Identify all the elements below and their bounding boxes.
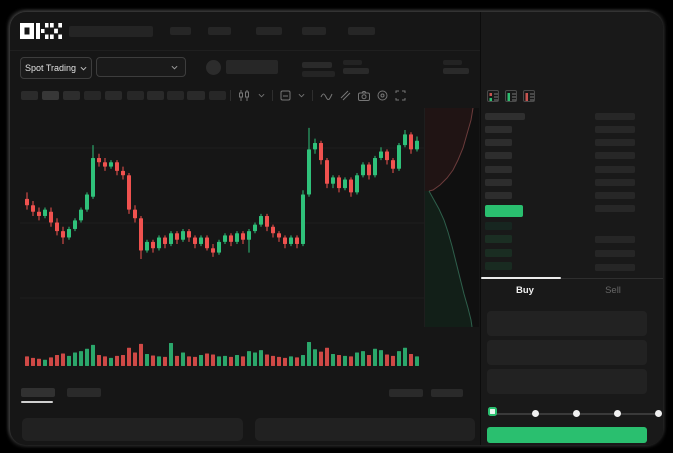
search-placeholder[interactable]: [69, 26, 153, 37]
slider-step-dot[interactable]: [573, 410, 580, 417]
slider-step-dot[interactable]: [655, 410, 662, 417]
stat2-label: [443, 60, 462, 65]
market-type-selector[interactable]: Spot Trading: [20, 57, 92, 79]
orderbook-trade-panel: Buy Sell: [480, 12, 663, 445]
nav-item-1[interactable]: [170, 27, 191, 35]
amount-input[interactable]: [487, 340, 647, 365]
nav-item-5[interactable]: [348, 27, 375, 35]
amount-row[interactable]: [595, 264, 635, 271]
amount-row[interactable]: [595, 250, 635, 257]
ask-price-row[interactable]: [485, 126, 512, 133]
market-type-label: Spot Trading: [24, 63, 77, 73]
chevron-down-icon: [80, 66, 87, 71]
last-price-placeholder: [302, 62, 332, 68]
divider: [272, 90, 273, 101]
sell-tab-label: Sell: [605, 285, 621, 296]
nav-item-4[interactable]: [302, 27, 326, 35]
timeframe-10[interactable]: [209, 91, 226, 100]
chevron-down-icon: [171, 65, 178, 70]
divider: [312, 90, 313, 101]
stat1-label: [343, 60, 362, 65]
timeframe-6[interactable]: [127, 91, 144, 100]
history-filter-1[interactable]: [389, 389, 423, 397]
slider-handle[interactable]: [488, 407, 497, 416]
drawing-tools-icon[interactable]: [340, 90, 351, 101]
pair-name-placeholder: [226, 60, 278, 74]
amount-row[interactable]: [595, 152, 635, 159]
price-column-header: [485, 113, 525, 120]
book-asks-icon[interactable]: [523, 90, 535, 102]
bid-price-row[interactable]: [485, 222, 512, 230]
coin-avatar: [206, 60, 221, 75]
amount-row[interactable]: [595, 126, 635, 133]
orders-tab-active[interactable]: [21, 388, 55, 397]
book-combined-icon[interactable]: [487, 90, 499, 102]
tab-sell[interactable]: Sell: [569, 285, 657, 296]
settings-circle-icon[interactable]: [377, 90, 388, 101]
amount-row[interactable]: [595, 139, 635, 146]
active-tab-underline: [21, 401, 53, 403]
timeframe-4[interactable]: [84, 91, 101, 100]
slider-step-dot[interactable]: [614, 410, 621, 417]
timeframe-2-active[interactable]: [42, 91, 59, 100]
pair-selector[interactable]: [96, 57, 186, 77]
slider-step-dot[interactable]: [532, 410, 539, 417]
buy-tab-indicator: [481, 277, 561, 279]
candle-style-icon[interactable]: [238, 90, 251, 101]
total-input[interactable]: [487, 369, 647, 394]
trading-app-window: Spot Trading: [10, 12, 663, 445]
nav-item-2[interactable]: [208, 27, 231, 35]
ask-price-row[interactable]: [485, 192, 512, 199]
depth-chart-svg: [425, 108, 474, 327]
amount-row[interactable]: [595, 192, 635, 199]
amount-row[interactable]: [595, 236, 635, 243]
bid-price-row[interactable]: [485, 262, 512, 270]
okx-logo: [20, 23, 62, 39]
depth-chart: [424, 108, 479, 327]
bid-price-row[interactable]: [485, 249, 512, 257]
ask-price-row[interactable]: [485, 166, 512, 173]
timeframe-7[interactable]: [147, 91, 164, 100]
timeframe-3[interactable]: [63, 91, 80, 100]
top-navbar: [10, 12, 663, 51]
amount-column-header: [595, 113, 635, 120]
stat2-value: [443, 68, 469, 74]
ask-price-row[interactable]: [485, 139, 512, 146]
camera-icon[interactable]: [358, 90, 370, 101]
orders-empty-panel-left: [22, 418, 243, 441]
timeframe-8[interactable]: [167, 91, 184, 100]
buy-submit-button[interactable]: [487, 427, 647, 443]
stat1-value: [343, 68, 369, 74]
caret-down-icon[interactable]: [298, 93, 305, 98]
fullscreen-icon[interactable]: [395, 90, 406, 101]
price-input[interactable]: [487, 311, 647, 336]
indicator-line-icon[interactable]: [320, 91, 333, 100]
buy-tab-label: Buy: [516, 285, 534, 296]
amount-row[interactable]: [595, 205, 635, 212]
nav-item-3[interactable]: [256, 27, 282, 35]
ask-price-row[interactable]: [485, 179, 512, 186]
amount-row[interactable]: [595, 166, 635, 173]
candlestick-chart[interactable]: [20, 108, 424, 378]
ask-price-row[interactable]: [485, 152, 512, 159]
timeframe-1[interactable]: [21, 91, 38, 100]
orders-tab-2[interactable]: [67, 388, 101, 397]
timeframe-5[interactable]: [105, 91, 122, 100]
interval-icon[interactable]: [280, 90, 291, 101]
amount-row[interactable]: [595, 179, 635, 186]
history-filter-2[interactable]: [431, 389, 463, 397]
bid-price-row[interactable]: [485, 235, 512, 243]
trade-tabs-divider: [481, 278, 663, 279]
timeframe-9[interactable]: [187, 91, 205, 100]
caret-down-icon[interactable]: [258, 93, 265, 98]
book-bids-icon[interactable]: [505, 90, 517, 102]
price-change-placeholder: [302, 71, 335, 77]
divider: [230, 90, 231, 101]
candle-chart-svg[interactable]: [20, 108, 424, 378]
orders-empty-panel-right: [255, 418, 475, 441]
tab-buy[interactable]: Buy: [481, 285, 569, 296]
last-price-block[interactable]: [485, 205, 523, 217]
